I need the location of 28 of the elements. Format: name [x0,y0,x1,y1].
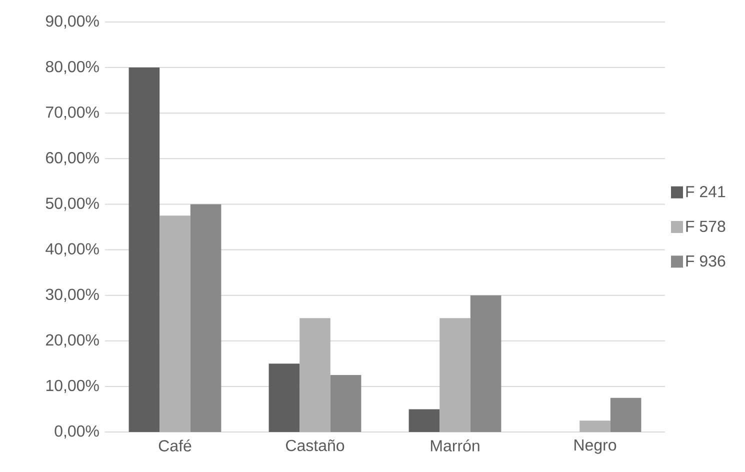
y-tick-label: 40,00% [46,243,99,256]
bar [440,318,470,432]
legend-label: F 936 [686,255,726,267]
y-tick-label: 10,00% [46,380,99,394]
bar [160,216,190,432]
legend-label: F 578 [686,220,726,232]
bar [300,318,330,432]
x-tick-label: Café [158,440,192,452]
y-tick-label: 20,00% [46,334,99,348]
bar [580,420,610,432]
y-tick-label: 30,00% [46,288,99,302]
legend-label: F 241 [686,186,726,198]
x-tick-label: Castaño [286,440,344,452]
y-tick-label: 0,00% [54,425,99,439]
bar [408,409,440,432]
bar [128,68,160,432]
y-tick-label: 90,00% [46,15,99,29]
y-tick-label: 70,00% [46,106,99,120]
y-tick-label: 60,00% [46,152,99,166]
y-tick-label: 80,00% [46,60,99,74]
bar [610,398,642,432]
bar [268,364,300,432]
x-tick-label: Negro [574,440,616,454]
bar [330,375,362,432]
bar [470,295,502,432]
bar [190,204,222,432]
x-tick-label: Marrón [430,440,480,452]
y-tick-label: 50,00% [46,198,99,211]
